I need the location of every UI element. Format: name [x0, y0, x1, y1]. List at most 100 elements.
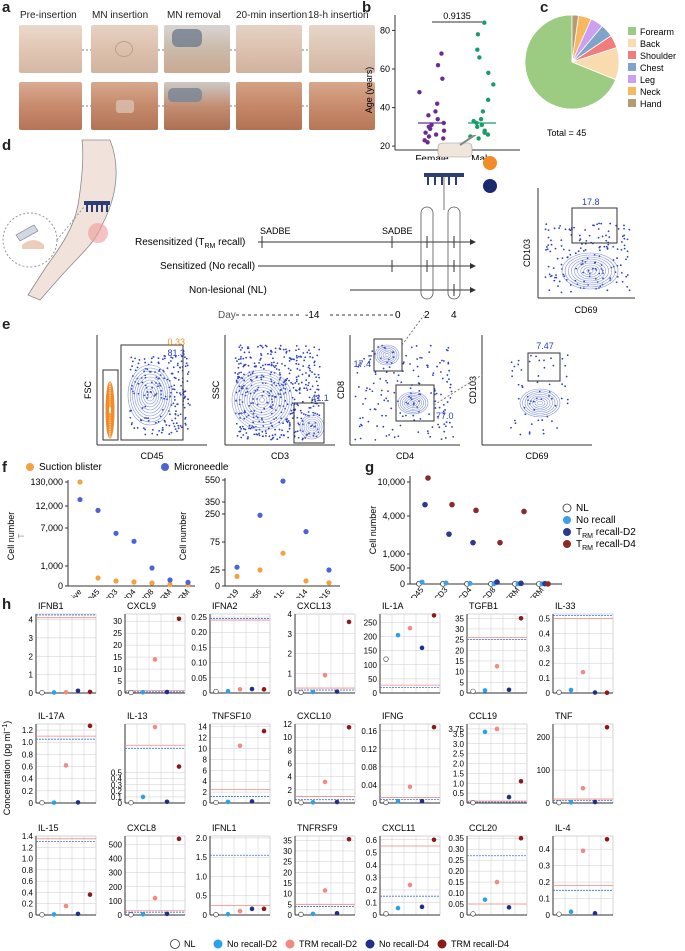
event	[177, 371, 180, 373]
event	[374, 438, 377, 441]
chart-title: IL-15	[38, 823, 59, 833]
event	[137, 362, 140, 365]
event	[269, 353, 272, 356]
event	[302, 352, 305, 354]
event	[147, 419, 150, 422]
event	[246, 437, 249, 440]
flow-event	[600, 222, 603, 225]
flow-event	[609, 222, 612, 225]
event	[172, 422, 175, 425]
event	[416, 365, 419, 368]
event	[308, 367, 311, 370]
event	[258, 420, 261, 423]
chart-title: IFNG	[382, 711, 404, 721]
event	[256, 403, 259, 406]
event	[259, 352, 262, 355]
y-tick-label: 0	[118, 799, 123, 808]
data-point	[237, 908, 243, 914]
chart-title: IL-4	[555, 823, 571, 833]
event	[442, 410, 445, 413]
event	[146, 368, 149, 371]
flow-event	[573, 226, 575, 229]
gate-value: 17.4	[353, 359, 371, 369]
event	[533, 408, 536, 411]
flow-x-label: CD69	[574, 305, 597, 315]
data-point	[470, 688, 476, 694]
flow-event	[626, 286, 629, 288]
blue-contour	[376, 346, 398, 364]
data-point	[310, 689, 316, 695]
event	[514, 419, 516, 422]
event	[313, 360, 316, 363]
y-tick-label: 0.10	[191, 659, 207, 668]
microneedle-point	[113, 530, 119, 536]
data-point	[140, 911, 146, 917]
event	[298, 355, 300, 358]
cytokine-chart-cxcl11: CXCL11 0 0.1 0.2 0.3 0.4 0.5 0.6	[366, 823, 441, 920]
event	[168, 413, 171, 416]
event	[447, 346, 450, 349]
y-tick-label: 300	[109, 869, 123, 878]
y-tick-label: 0.1	[539, 674, 551, 683]
event	[136, 427, 139, 429]
y-tick-label: 1.2	[22, 726, 34, 735]
blue-contour	[309, 424, 315, 430]
cytokine-chart-ccl19: CCL19 00.51.01.52.02.53.03.53.75	[448, 711, 528, 808]
data-point	[249, 799, 255, 804]
event	[543, 359, 545, 362]
event	[436, 365, 438, 368]
event	[176, 430, 178, 433]
event	[239, 358, 242, 360]
event	[283, 356, 286, 358]
event	[303, 359, 306, 362]
event	[174, 405, 177, 408]
microneedle-point	[303, 529, 309, 535]
legend-dot	[161, 463, 169, 471]
data-point	[249, 686, 255, 692]
y-tick-label: 0.4	[539, 629, 551, 638]
event	[528, 432, 531, 435]
flow-event	[598, 249, 601, 252]
photo-pre-insertion-2	[19, 82, 82, 130]
event	[290, 358, 293, 361]
blue-contour	[305, 420, 319, 434]
data-point	[556, 689, 562, 695]
event	[244, 411, 246, 414]
event	[368, 388, 371, 391]
data-point	[407, 784, 413, 790]
y-tick-label: 20	[455, 646, 464, 655]
event	[380, 389, 383, 392]
event	[312, 411, 315, 414]
event	[271, 434, 274, 437]
y-tick-label: 0.10	[448, 889, 464, 898]
event	[234, 371, 237, 374]
flow-event	[616, 257, 618, 259]
event	[273, 381, 276, 384]
flow-event	[575, 267, 578, 270]
event	[371, 390, 374, 393]
event	[271, 395, 274, 397]
flow-event	[564, 228, 567, 231]
y-tick-label: 0	[29, 911, 34, 920]
data-point	[494, 726, 500, 732]
event	[164, 357, 166, 360]
event	[300, 411, 303, 414]
event	[130, 423, 133, 426]
event	[521, 386, 524, 389]
suction-point	[280, 550, 286, 556]
event	[446, 401, 449, 403]
event	[370, 354, 372, 357]
data-point	[39, 912, 45, 918]
event	[409, 363, 411, 365]
data-point	[429, 122, 434, 128]
event	[142, 427, 145, 430]
x-tick-label: CD56	[243, 587, 263, 598]
event	[382, 367, 385, 370]
event	[280, 417, 283, 420]
y-tick-label: 2.0	[196, 834, 208, 843]
legend-swatch	[628, 39, 636, 47]
pie-slice-forearm	[524, 14, 617, 110]
event	[445, 348, 448, 351]
blue-contour	[397, 391, 429, 415]
event	[309, 388, 312, 391]
